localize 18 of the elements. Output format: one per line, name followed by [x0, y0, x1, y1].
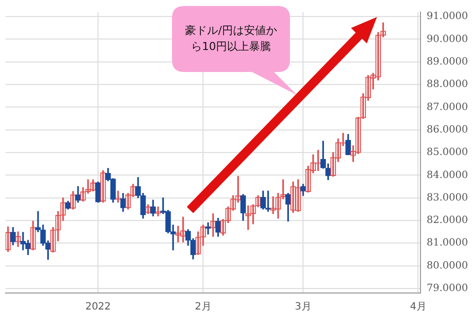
y-tick-label: 84.0000: [426, 170, 468, 181]
y-tick-label: 87.0000: [426, 102, 468, 113]
y-tick-label: 79.0000: [426, 283, 468, 294]
y-tick-label: 90.0000: [426, 34, 468, 45]
y-tick-label: 85.0000: [426, 147, 468, 158]
y-tick-label: 86.0000: [426, 124, 468, 136]
annotation: 豪ドル/円は安値から10円以上暴騰: [184, 23, 278, 55]
y-tick-label: 81.0000: [426, 238, 468, 249]
x-tick-label: 2022: [85, 302, 111, 313]
y-tick-label: 91.0000: [426, 11, 468, 22]
y-tick-label: 80.0000: [426, 260, 468, 272]
y-tick-label: 82.0000: [426, 215, 468, 226]
y-tick-label: 89.0000: [426, 56, 468, 68]
x-tick-label: 3月: [294, 302, 312, 313]
x-tick-label: 2月: [194, 302, 212, 313]
x-tick-label: 4月: [410, 302, 426, 313]
y-tick-label: 88.0000: [426, 79, 468, 90]
y-tick-label: 83.0000: [426, 192, 468, 204]
